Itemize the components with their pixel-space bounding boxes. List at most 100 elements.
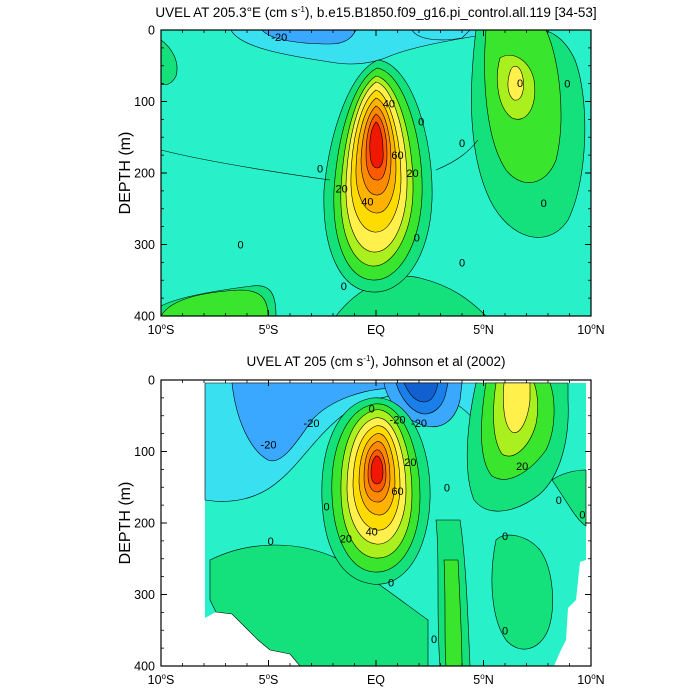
contour-label-text: 0: [444, 482, 450, 494]
contour-label-text: 20: [340, 534, 352, 546]
contour-label: 0: [323, 502, 329, 514]
contour-label: 0: [418, 117, 424, 129]
contour-label: 0: [459, 257, 465, 269]
euc-band-90: [369, 121, 384, 169]
y-tick-label: 100: [134, 445, 155, 459]
contour-label: 0: [541, 198, 547, 210]
x-tick-label: 10oN: [577, 322, 604, 337]
contour-label-layer: -20 -20 0 20 60 40 20 0 -20 -20 20 0 0 0 0 0 0 0 0: [261, 404, 586, 646]
contour-label: 0: [502, 531, 508, 543]
contour-label-text: 0: [564, 79, 570, 91]
contour-label-text: -20: [390, 414, 406, 426]
x-tick-label: 10oS: [148, 322, 175, 337]
contour-label-text: 60: [391, 486, 403, 498]
contour-label-text: 0: [579, 509, 585, 521]
contour-line: [161, 139, 479, 181]
contour-label: 20: [516, 461, 528, 473]
contour-label: 0: [317, 164, 323, 176]
contour-label-text: 40: [366, 527, 378, 539]
y-tick-label: 300: [134, 588, 155, 602]
contour-label: 0: [459, 138, 465, 150]
contour-label-text: 40: [383, 99, 395, 111]
contour-label-text: 0: [541, 198, 547, 210]
band-40: [507, 65, 524, 101]
x-tick-label: 5oS: [259, 672, 279, 687]
contour-label: 40: [361, 197, 373, 209]
contour-label: 0: [517, 78, 523, 90]
contour-label: -20: [271, 32, 287, 44]
y-tick-label: 200: [134, 517, 155, 531]
contour-label-text: 60: [391, 150, 403, 162]
contour-label-text: 0: [341, 281, 347, 293]
panel-title: UVEL AT 205.3°E (cm s-1), b.e15.B1850.f0…: [155, 5, 596, 20]
contour-label: 0: [388, 577, 394, 589]
contour-label: 0: [414, 232, 420, 244]
contour-label-text: -20: [271, 32, 287, 44]
contour-label-text: 0: [323, 502, 329, 514]
contour-label: 0: [556, 495, 562, 507]
x-tick-label: 10oN: [577, 672, 604, 687]
contour-label: 0: [444, 482, 450, 494]
contour-label-text: 0: [556, 495, 562, 507]
contour-label-text: 40: [361, 197, 373, 209]
y-tick-label: 400: [134, 660, 155, 674]
contour-label-text: 0: [317, 164, 323, 176]
x-tick-label: 10oS: [148, 672, 175, 687]
contour-label: -20: [304, 418, 320, 430]
contour-field: [204, 382, 587, 666]
contour-label: 0: [431, 634, 437, 646]
y-tick-label: 300: [134, 238, 155, 252]
contour-label-text: 20: [406, 168, 418, 180]
contour-label-text: 0: [237, 240, 243, 252]
x-tick-label: EQ: [367, 323, 385, 337]
contour-label: -20: [390, 414, 406, 426]
contour-label-text: 20: [335, 184, 347, 196]
contour-label-text: 0: [418, 117, 424, 129]
contour-label-text: 0: [517, 78, 523, 90]
band-10-w: [161, 39, 178, 86]
contour-label-text: 0: [459, 257, 465, 269]
x-tick-label: EQ: [367, 673, 385, 687]
contour-label: 0: [237, 240, 243, 252]
band-10-e: [491, 534, 553, 650]
contour-label-text: 0: [388, 577, 394, 589]
y-tick-label: 0: [148, 374, 155, 388]
contour-label-text: 0: [459, 138, 465, 150]
contour-label: 20: [340, 534, 352, 546]
contour-label: 20: [335, 184, 347, 196]
contour-label: 0: [502, 625, 508, 637]
y-tick-label: 0: [148, 24, 155, 38]
contour-label: 60: [391, 486, 403, 498]
contour-label-text: -20: [261, 439, 277, 451]
band-m10-b: [411, 30, 471, 41]
contour-label: -20: [261, 439, 277, 451]
contour-label-text: 0: [431, 634, 437, 646]
contour-label: -20: [411, 418, 427, 430]
contour-label: 0: [564, 79, 570, 91]
contour-label-text: 20: [404, 457, 416, 469]
contour-label: 0: [369, 404, 375, 416]
contour-label-text: 0: [502, 531, 508, 543]
contour-label: 20: [406, 168, 418, 180]
band-40: [502, 382, 531, 433]
contour-label-text: -20: [304, 418, 320, 430]
contour-label: 0: [579, 509, 585, 521]
contour-label: 0: [268, 536, 274, 548]
y-axis-label: DEPTH (m): [117, 132, 134, 215]
band-m20: [261, 30, 357, 45]
y-axis-label: DEPTH (m): [117, 482, 134, 565]
contour-label-text: -20: [411, 418, 427, 430]
euc-band-90: [370, 455, 384, 485]
y-tick-label: 400: [134, 310, 155, 324]
contour-label-text: 0: [414, 232, 420, 244]
band-m40: [403, 382, 439, 403]
contour-label-text: 0: [502, 625, 508, 637]
contour-label-text: 0: [369, 404, 375, 416]
band-m20: [231, 382, 421, 462]
panel-title: UVEL AT 205 (cm s-1), Johnson et al (200…: [246, 354, 505, 369]
band-20-sw: [161, 289, 269, 316]
contour-label-text: 0: [268, 536, 274, 548]
